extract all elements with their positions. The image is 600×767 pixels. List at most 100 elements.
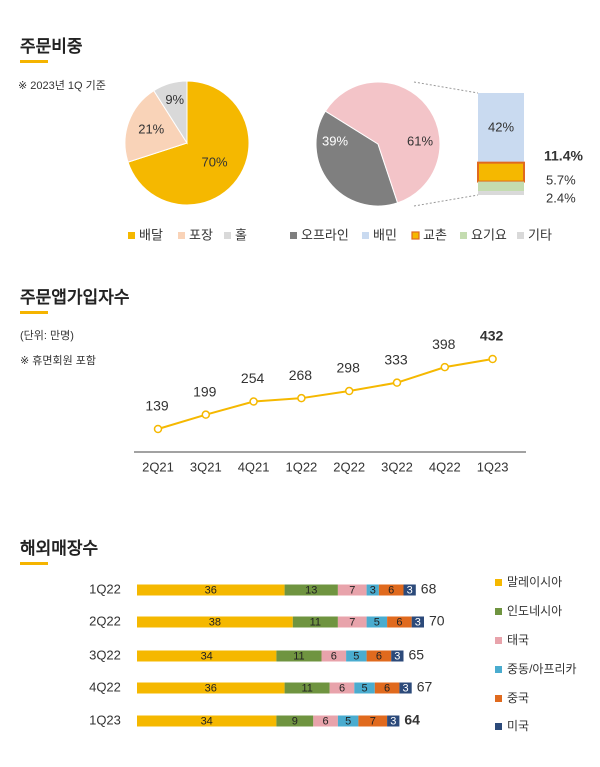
line-x-tick-4: 1Q22: [285, 459, 317, 474]
bar-seg-4-5: [374, 682, 400, 694]
bar-seg-label-5-5: 7: [370, 715, 376, 727]
line-point-2: [201, 410, 211, 419]
bar-seg-2-2: [292, 616, 338, 628]
bar-seg-1-3: [337, 584, 367, 596]
pie2-legend-swatch-5: [517, 232, 524, 239]
bar-seg-4-1: [137, 682, 285, 694]
pie2-legend-label-2: 배민: [373, 227, 397, 242]
bar-seg-2-5: [387, 616, 412, 628]
bar-seg-label-4-6: 3: [402, 682, 408, 694]
line-point-3: [249, 397, 258, 406]
bar-legend-label-2: 인도네시아: [507, 604, 562, 618]
pie2-legend-label-1: 오프라인: [301, 227, 349, 242]
pie2-breakdown-label-1: 42%: [488, 119, 514, 134]
bar-total-5: 64: [404, 712, 420, 728]
pie1-legend-label-2: 포장: [189, 227, 213, 242]
line-value-label-2: 199: [193, 383, 217, 399]
pie2-breakdown-seg-1: [478, 93, 524, 163]
line-x-tick-1: 2Q21: [142, 459, 174, 474]
bar-seg-label-3-4: 5: [353, 650, 359, 662]
bar-seg-label-1-2: 13: [305, 584, 317, 596]
line-x-tick-8: 1Q23: [477, 459, 509, 474]
line-point-7: [440, 362, 450, 372]
bar-legend-label-1: 말레이시아: [507, 575, 562, 589]
pie1-legend-label-3: 홀: [235, 227, 247, 242]
bar-legend-swatch-4: [495, 666, 502, 673]
bar-seg-5-1: [137, 715, 277, 727]
bar-seg-1-1: [137, 584, 285, 596]
bar-seg-label-2-4: 5: [374, 616, 380, 628]
bar-seg-label-4-1: 36: [205, 682, 217, 694]
pie2-breakdown-label-4: 2.4%: [546, 190, 576, 205]
line-point-6: [392, 378, 402, 387]
bar-seg-label-5-4: 5: [345, 715, 351, 727]
bar-seg-3-2: [276, 650, 322, 662]
bar-seg-3-1: [137, 650, 277, 662]
order-share-underline: [20, 60, 48, 63]
bar-category-3: 3Q22: [89, 647, 121, 662]
bar-seg-label-2-1: 38: [209, 616, 221, 628]
bar-seg-4-6: [399, 682, 412, 694]
bar-seg-label-5-6: 3: [390, 715, 396, 727]
bar-seg-label-5-2: 9: [292, 715, 298, 727]
pie1-slice-label-2: 21%: [138, 122, 164, 137]
line-value-label-3: 254: [241, 370, 265, 386]
line-series: [157, 358, 493, 430]
pie2-connector-top: [413, 81, 479, 94]
bar-total-1: 68: [421, 581, 437, 597]
overseas-underline: [20, 562, 48, 565]
bar-legend-swatch-6: [495, 723, 502, 730]
bar-total-3: 65: [409, 647, 425, 663]
bar-seg-1-2: [284, 584, 338, 596]
bar-seg-label-4-5: 6: [384, 682, 390, 694]
line-x-tick-3: 4Q21: [238, 459, 270, 474]
bar-seg-label-1-1: 36: [205, 584, 217, 596]
line-x-tick-6: 3Q22: [381, 459, 413, 474]
bar-seg-3-4: [346, 650, 367, 662]
line-value-label-7: 398: [432, 336, 456, 352]
line-point-5: [344, 386, 354, 396]
pie1-slice-3: [153, 80, 188, 145]
bar-legend-swatch-2: [495, 608, 502, 615]
bar-seg-2-3: [337, 616, 367, 628]
pie2-breakdown-label-3: 5.7%: [546, 172, 576, 187]
bar-seg-label-5-3: 6: [323, 715, 329, 727]
order-share-note: ※ 2023년 1Q 기준: [18, 80, 106, 92]
pie2-legend-swatch-2: [362, 232, 369, 239]
bar-seg-3-5: [366, 650, 392, 662]
pie2-legend-label-3: 교촌: [423, 227, 447, 242]
bar-seg-4-4: [354, 682, 375, 694]
bar-legend-swatch-5: [495, 695, 502, 702]
pie1-legend-label-1: 배달: [139, 227, 163, 242]
bar-seg-label-1-4: 3: [370, 584, 376, 596]
pie2-slice-2: [324, 81, 441, 204]
bar-seg-label-5-1: 34: [201, 715, 213, 727]
subscribers-unit-note: (단위: 만명): [20, 330, 74, 342]
bar-seg-2-6: [411, 616, 424, 628]
bar-seg-label-4-3: 6: [339, 682, 345, 694]
bar-seg-4-3: [329, 682, 355, 694]
pie2-slice-1: [315, 110, 399, 207]
bar-seg-label-2-5: 6: [396, 616, 402, 628]
pie1-legend-swatch-2: [178, 232, 185, 239]
bar-category-2: 2Q22: [89, 613, 121, 628]
line-value-label-4: 268: [289, 367, 313, 383]
bar-legend-swatch-3: [495, 637, 502, 644]
bar-seg-label-4-4: 5: [361, 682, 367, 694]
line-x-tick-5: 2Q22: [333, 459, 365, 474]
pie1-legend-swatch-3: [224, 232, 231, 239]
bar-seg-label-2-6: 3: [415, 616, 421, 628]
bar-seg-3-6: [391, 650, 404, 662]
bar-seg-label-2-3: 7: [349, 616, 355, 628]
bar-legend-label-5: 중국: [507, 691, 529, 705]
subscribers-underline: [20, 311, 48, 314]
bar-total-2: 70: [429, 613, 445, 629]
subscribers-note: ※ 휴면회원 포함: [20, 355, 97, 367]
bar-seg-2-4: [366, 616, 388, 628]
line-value-label-5: 298: [337, 360, 361, 376]
pie2-breakdown-seg-3: [478, 181, 524, 192]
pie2-legend-swatch-3: [411, 231, 420, 240]
line-point-8: [488, 354, 497, 364]
bar-seg-5-6: [387, 715, 400, 727]
order-share-title: 주문비중: [20, 37, 83, 56]
